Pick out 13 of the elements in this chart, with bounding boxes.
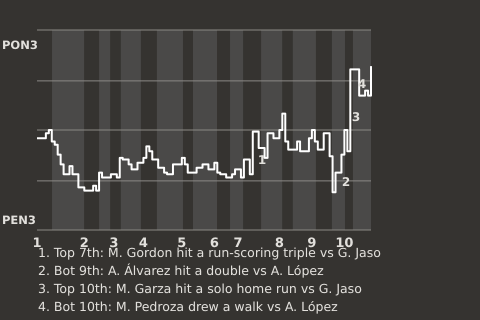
annotation: 3 xyxy=(352,110,360,124)
text: PEN3 xyxy=(2,213,36,227)
text: 2. Bot 9th: A. Álvarez hit a double vs A. López xyxy=(38,262,325,280)
annotation: 1 xyxy=(258,153,266,167)
text: 3. Top 10th: M. Garza hit a solo home run vs G. Jaso xyxy=(38,280,363,298)
x-tick-label: 6 xyxy=(210,236,219,252)
x-tick-label: 8 xyxy=(274,236,284,252)
annotation: 2 xyxy=(342,175,350,189)
x-tick-label: 9 xyxy=(307,236,316,252)
x-tick-label: 4 xyxy=(138,236,148,252)
text: 4. Bot 10th: M. Pedroza drew a walk vs A. López xyxy=(38,298,339,316)
text: PON3 xyxy=(2,38,38,52)
x-tick-label: 7 xyxy=(233,236,243,252)
